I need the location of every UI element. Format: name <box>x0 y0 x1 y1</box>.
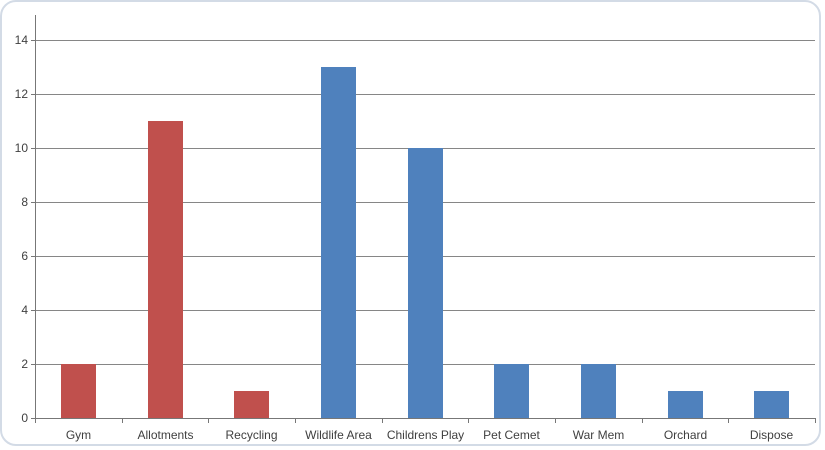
y-tick-label: 8 <box>21 195 28 209</box>
y-tick-label: 4 <box>21 303 28 317</box>
x-tick-label: Recycling <box>225 428 278 442</box>
bar-dispose <box>754 391 789 418</box>
x-tick-label: Childrens Play <box>386 428 465 442</box>
y-tick <box>31 310 35 311</box>
y-axis-line <box>35 15 36 419</box>
y-tick <box>31 256 35 257</box>
y-tick-label: 2 <box>21 357 28 371</box>
bar-orchard <box>668 391 703 418</box>
x-tick <box>468 418 469 423</box>
x-tick-label: Dispose <box>749 428 794 442</box>
x-axis-line <box>35 418 816 419</box>
bar-allotments <box>148 121 183 418</box>
x-tick <box>208 418 209 423</box>
x-tick <box>555 418 556 423</box>
x-tick-label: Allotments <box>137 428 194 442</box>
x-tick <box>815 418 816 423</box>
x-tick <box>295 418 296 423</box>
y-tick-label: 6 <box>21 249 28 263</box>
y-tick <box>31 364 35 365</box>
y-tick <box>31 148 35 149</box>
bar-recycling <box>234 391 269 418</box>
y-tick-label: 14 <box>14 33 28 47</box>
x-tick <box>382 418 383 423</box>
bar-wildlife-area <box>321 67 356 418</box>
y-tick-label: 0 <box>21 411 28 425</box>
bar-war-mem <box>581 364 616 418</box>
x-tick <box>728 418 729 423</box>
x-tick-label: Gym <box>65 428 92 442</box>
gridline <box>35 40 815 41</box>
x-tick <box>122 418 123 423</box>
x-tick-label: Orchard <box>663 428 708 442</box>
bar-pet-cemet <box>494 364 529 418</box>
y-tick <box>31 40 35 41</box>
x-tick-label: War Mem <box>572 428 625 442</box>
y-tick <box>31 94 35 95</box>
x-tick <box>35 418 36 423</box>
x-tick <box>642 418 643 423</box>
bar-childrens-play <box>408 148 443 418</box>
x-tick-label: Wildlife Area <box>305 428 372 442</box>
bar-gym <box>61 364 96 418</box>
x-tick-label: Pet Cemet <box>483 428 540 442</box>
y-tick <box>31 418 35 419</box>
y-tick-label: 12 <box>14 87 28 101</box>
y-tick-label: 10 <box>14 141 28 155</box>
y-tick <box>31 202 35 203</box>
gridline <box>35 94 815 95</box>
plot-area: 0 2 4 6 8 10 12 14 Gym Allotments Recycling Wildlif… <box>2 2 819 444</box>
